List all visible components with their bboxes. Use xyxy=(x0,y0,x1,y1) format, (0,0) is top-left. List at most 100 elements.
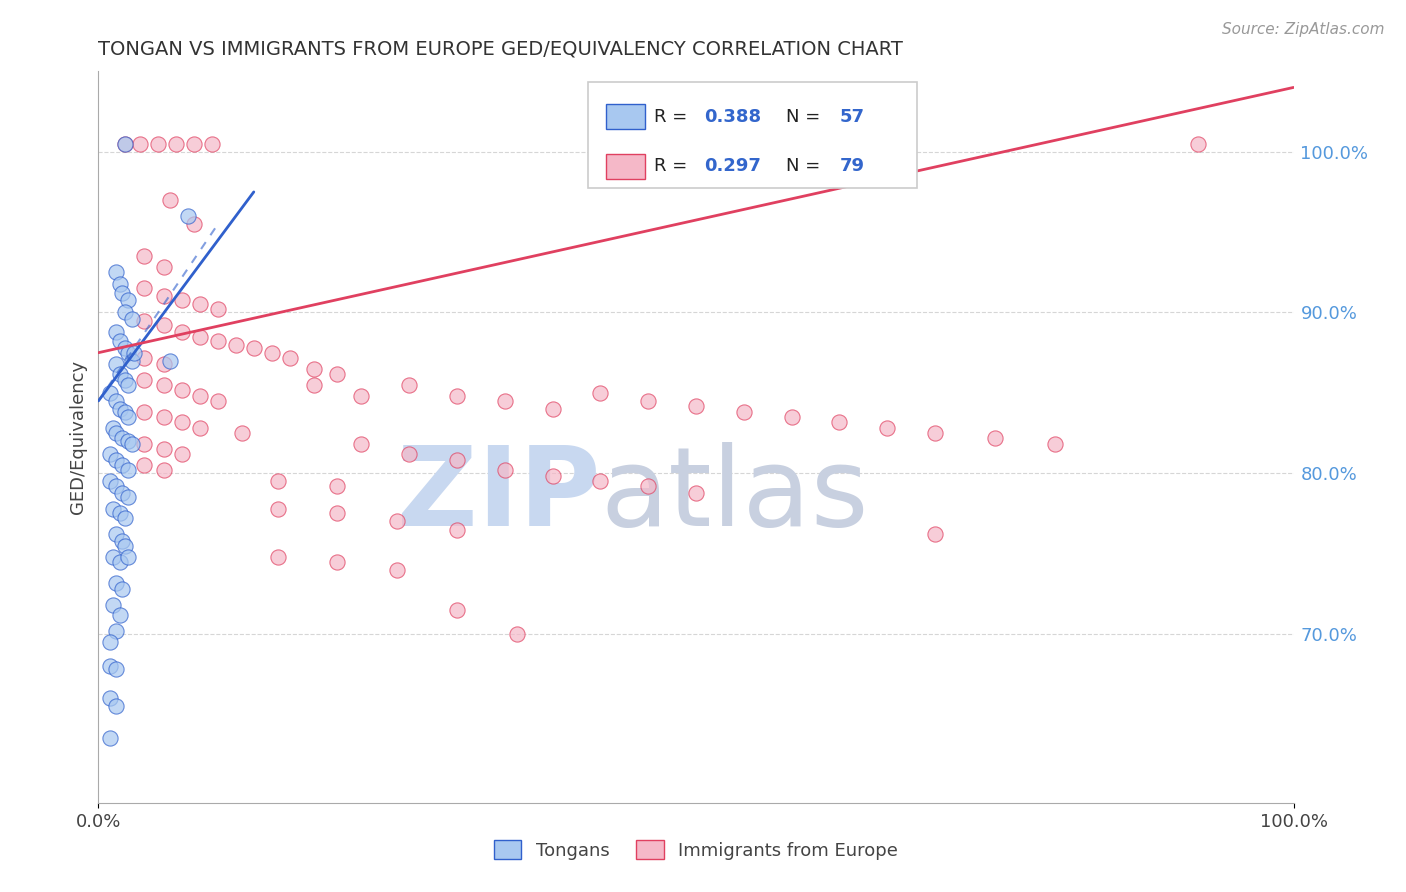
Point xyxy=(494,463,516,477)
Point xyxy=(129,136,152,151)
Point xyxy=(243,341,266,355)
Point xyxy=(201,136,224,151)
Point xyxy=(326,507,349,521)
Point xyxy=(108,607,131,622)
Point xyxy=(101,549,124,564)
Point xyxy=(745,136,768,151)
Point xyxy=(111,582,134,596)
Point xyxy=(132,351,155,365)
Point xyxy=(326,555,349,569)
Point xyxy=(148,136,170,151)
Point xyxy=(105,265,128,279)
Point xyxy=(446,603,468,617)
Point xyxy=(188,329,211,343)
Point xyxy=(172,447,194,461)
Text: N =: N = xyxy=(786,108,825,126)
Point xyxy=(159,353,181,368)
Point xyxy=(302,361,325,376)
Point xyxy=(183,136,205,151)
Point xyxy=(108,334,131,349)
Point xyxy=(267,549,290,564)
Point xyxy=(111,286,134,301)
Point xyxy=(153,357,176,371)
Point xyxy=(1043,437,1066,451)
Point xyxy=(108,507,131,521)
Point xyxy=(177,209,200,223)
Point xyxy=(589,385,612,400)
Point xyxy=(153,289,176,303)
Point xyxy=(350,389,373,403)
Point xyxy=(385,563,409,577)
Text: TONGAN VS IMMIGRANTS FROM EUROPE GED/EQUIVALENCY CORRELATION CHART: TONGAN VS IMMIGRANTS FROM EUROPE GED/EQU… xyxy=(98,39,903,59)
Point xyxy=(172,293,194,307)
Point xyxy=(494,393,516,408)
Text: N =: N = xyxy=(786,158,825,176)
Point xyxy=(637,393,659,408)
Point xyxy=(111,458,134,473)
Point xyxy=(114,511,136,525)
Point xyxy=(121,437,143,451)
Point xyxy=(506,627,529,641)
Point xyxy=(446,389,468,403)
Point xyxy=(589,475,612,489)
Point xyxy=(117,491,139,505)
Point xyxy=(98,447,122,461)
Point xyxy=(124,345,146,359)
Point xyxy=(105,453,128,467)
Text: 0.297: 0.297 xyxy=(704,158,761,176)
Point xyxy=(111,485,134,500)
Point xyxy=(117,549,139,564)
Point xyxy=(207,393,229,408)
Point xyxy=(685,485,707,500)
Point xyxy=(105,699,128,714)
Point xyxy=(105,425,128,440)
Point xyxy=(984,431,1007,445)
Point xyxy=(132,281,155,295)
Point xyxy=(924,425,946,440)
Point xyxy=(267,475,290,489)
Point xyxy=(326,479,349,493)
Point xyxy=(278,351,301,365)
Point xyxy=(153,377,176,392)
Point xyxy=(165,136,187,151)
Point xyxy=(105,325,128,339)
Point xyxy=(733,405,755,419)
Point xyxy=(267,501,290,516)
Point xyxy=(114,341,136,355)
Point xyxy=(188,297,211,311)
Point xyxy=(108,555,131,569)
Point xyxy=(105,393,128,408)
Text: atlas: atlas xyxy=(600,442,869,549)
FancyBboxPatch shape xyxy=(589,82,917,188)
Point xyxy=(153,442,176,457)
Point xyxy=(117,345,139,359)
Point xyxy=(101,421,124,435)
Point xyxy=(98,475,122,489)
FancyBboxPatch shape xyxy=(606,154,644,179)
Point xyxy=(188,421,211,435)
Point xyxy=(876,421,898,435)
Point xyxy=(207,334,229,349)
Point xyxy=(828,415,851,429)
Point xyxy=(231,425,253,440)
Point xyxy=(105,575,128,590)
Point xyxy=(108,277,131,291)
Point xyxy=(105,527,128,541)
Point xyxy=(153,409,176,424)
Point xyxy=(108,367,131,381)
Point xyxy=(685,399,707,413)
Point xyxy=(117,377,139,392)
Point xyxy=(132,405,155,419)
FancyBboxPatch shape xyxy=(606,104,644,129)
Point xyxy=(780,409,803,424)
Point xyxy=(98,731,122,746)
Point xyxy=(105,662,128,676)
Text: 0.388: 0.388 xyxy=(704,108,762,126)
Point xyxy=(159,193,181,207)
Point xyxy=(98,691,122,706)
Text: ZIP: ZIP xyxy=(396,442,600,549)
Point xyxy=(132,458,155,473)
Point xyxy=(183,217,205,231)
Point xyxy=(98,635,122,649)
Point xyxy=(153,260,176,275)
